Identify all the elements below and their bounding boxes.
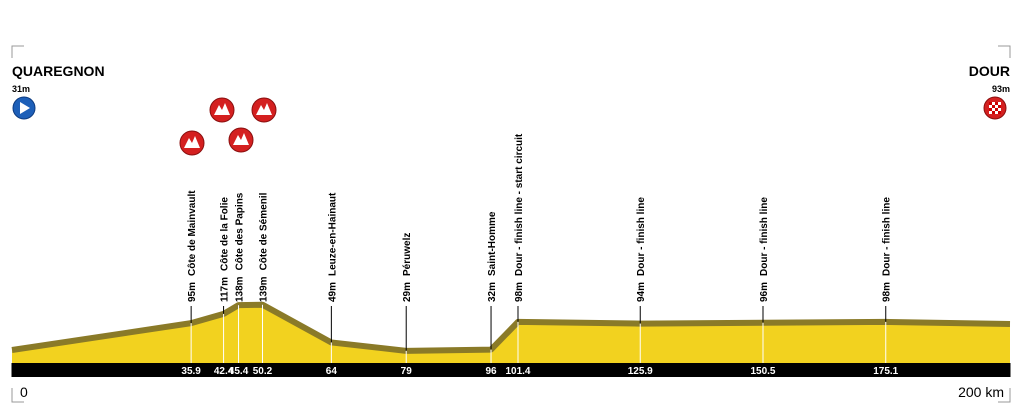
frame <box>11 45 1011 403</box>
x-tick-label: 0 <box>20 384 28 400</box>
waypoint-label: 95m Côte de Mainvault <box>187 190 198 302</box>
waypoint-name: Côte de Sémenil <box>258 192 269 270</box>
waypoint-label: 139m Côte de Sémenil <box>258 192 269 302</box>
km-label: 101.4 <box>505 366 530 377</box>
waypoint-name: Côte de Mainvault <box>187 190 198 276</box>
waypoint-elevation: 138m <box>235 276 246 302</box>
waypoint-name: Dour - finish line - start circuit <box>514 133 525 276</box>
waypoint-label: 94m Dour - finish line <box>636 197 647 302</box>
km-label: 125.9 <box>628 366 653 377</box>
end-name: DOUR <box>969 63 1010 79</box>
x-tick-label: 200 km <box>958 384 1004 400</box>
waypoint-label: 117m Côte de la Folie <box>220 197 231 302</box>
waypoint-label: 98m Dour - finish line - start circuit <box>514 133 525 302</box>
start-icon <box>12 96 36 120</box>
distance-bar <box>12 363 1010 377</box>
climb-icons <box>179 97 277 156</box>
waypoint-elevation: 94m <box>636 282 647 302</box>
waypoint-elevation: 117m <box>220 277 231 302</box>
waypoint-name: Dour - finish line <box>882 197 893 276</box>
waypoint-label: 96m Dour - finish line <box>759 197 770 302</box>
waypoint-name: Saint-Homme <box>487 211 498 276</box>
km-label: 50.2 <box>253 366 273 377</box>
waypoint-elevation: 98m <box>882 282 893 302</box>
waypoint-elevation: 49m <box>327 282 338 302</box>
waypoint-label: 98m Dour - finish line <box>882 197 893 302</box>
km-label: 42.4 <box>214 366 234 377</box>
waypoint-elevation: 98m <box>514 282 525 302</box>
waypoint-name: Dour - finish line <box>636 197 647 276</box>
waypoint-name: Péruwelz <box>402 233 413 276</box>
waypoint-name: Leuze-en-Hainaut <box>327 192 338 276</box>
km-label: 45.4 <box>229 366 249 377</box>
km-label: 64 <box>326 366 338 377</box>
waypoint-elevation: 29m <box>402 282 413 302</box>
waypoint-label: 32m Saint-Homme <box>487 211 498 302</box>
waypoint-name: Côte de la Folie <box>220 197 231 271</box>
end-elevation: 93m <box>992 84 1010 94</box>
waypoint-label: 138m Côte des Papins <box>235 192 246 302</box>
km-label: 175.1 <box>873 366 898 377</box>
km-label: 35.9 <box>181 366 201 377</box>
finish-icon <box>983 96 1007 120</box>
km-label: 79 <box>401 366 413 377</box>
profile-area <box>12 304 1010 363</box>
waypoint-elevation: 139m <box>258 276 269 302</box>
waypoint-label: 29m Péruwelz <box>402 233 413 302</box>
waypoint-elevation: 96m <box>759 282 770 302</box>
km-label: 96 <box>485 366 497 377</box>
waypoint-elevation: 95m <box>187 282 198 302</box>
waypoint-label: 49m Leuze-en-Hainaut <box>327 192 338 302</box>
start-name: QUAREGNON <box>12 63 105 79</box>
km-label: 150.5 <box>750 366 775 377</box>
start-elevation: 31m <box>12 84 30 94</box>
waypoint-name: Côte des Papins <box>235 192 246 270</box>
waypoint-name: Dour - finish line <box>759 197 770 276</box>
waypoint-elevation: 32m <box>487 282 498 302</box>
